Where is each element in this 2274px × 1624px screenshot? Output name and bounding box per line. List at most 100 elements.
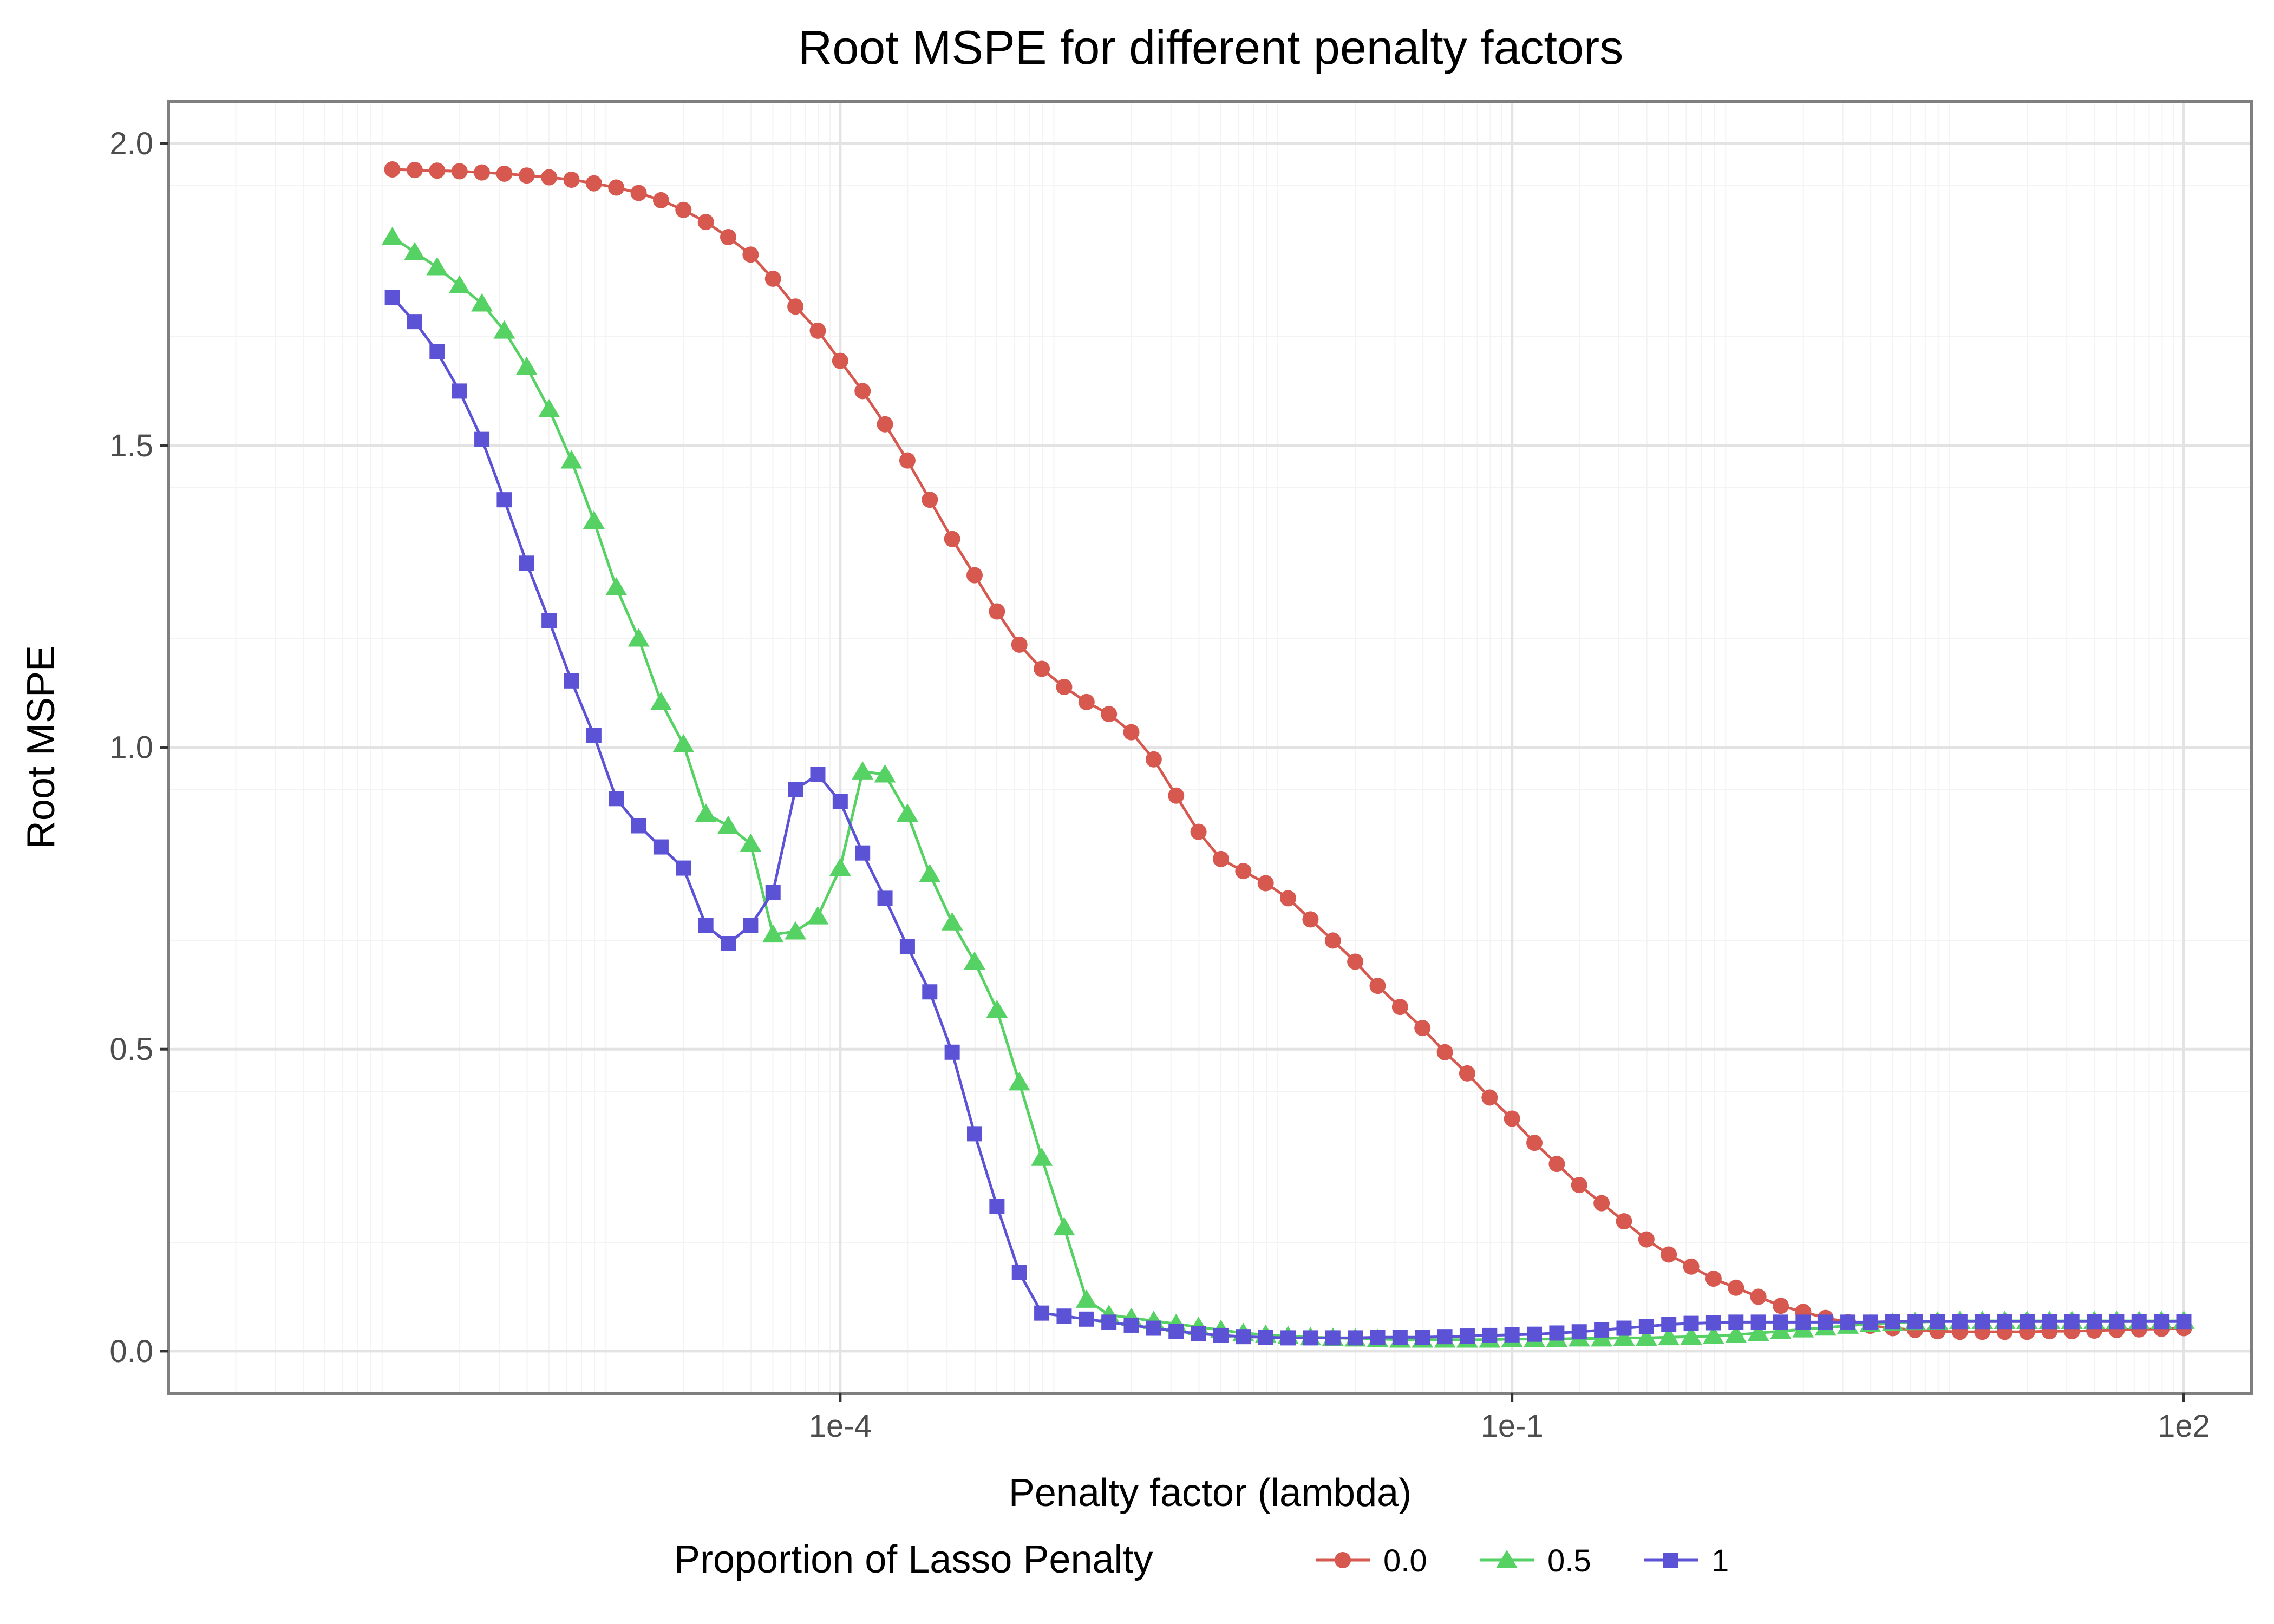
data-point (2064, 1314, 2080, 1330)
data-point (1885, 1314, 1900, 1330)
data-point (765, 885, 781, 900)
data-point (989, 1199, 1005, 1214)
data-point (1750, 1314, 1766, 1330)
series-line (392, 168, 2184, 1333)
x-tick-label: 1e-1 (1481, 1409, 1544, 1444)
data-point (652, 192, 669, 208)
series-0.0 (384, 161, 2192, 1340)
data-point (1459, 1065, 1475, 1082)
data-point (1526, 1135, 1543, 1151)
data-point (1008, 1072, 1030, 1091)
data-point (496, 492, 512, 508)
legend-marker (1335, 1552, 1351, 1568)
data-point (829, 857, 851, 876)
data-point (762, 924, 784, 943)
data-point (1459, 1328, 1475, 1344)
data-point (1549, 1325, 1565, 1341)
data-point (452, 383, 467, 399)
data-point (630, 185, 647, 201)
data-point (743, 918, 759, 933)
data-point (1706, 1315, 1721, 1331)
data-point (563, 172, 580, 188)
data-point (989, 603, 1005, 620)
y-axis: 0.0 0.5 1.0 1.5 2.0 (109, 126, 168, 1369)
data-point (1347, 953, 1364, 970)
legend-key-0.5: 0.5 (1480, 1543, 1591, 1579)
data-point (1571, 1324, 1587, 1340)
data-point (1658, 1327, 1680, 1346)
data-point (1145, 751, 1162, 768)
data-point (1683, 1315, 1699, 1331)
data-point (1795, 1314, 1811, 1330)
data-point (585, 175, 602, 192)
data-point (404, 241, 426, 260)
data-point (1571, 1177, 1587, 1194)
data-point (429, 162, 446, 179)
data-point (1930, 1314, 1945, 1330)
data-point (986, 999, 1008, 1018)
data-point (896, 803, 918, 822)
gridlines (168, 101, 2251, 1394)
data-point (1616, 1213, 1632, 1230)
data-point (1302, 911, 1319, 928)
legend-marker (1663, 1553, 1678, 1568)
series-line (391, 296, 2184, 1339)
data-point (1725, 1324, 1747, 1343)
data-point (1146, 1320, 1161, 1336)
data-point (855, 845, 871, 861)
data-point (1683, 1258, 1700, 1275)
data-point (384, 161, 401, 178)
data-point (451, 163, 468, 180)
data-point (1481, 1089, 1498, 1106)
data-point (1747, 1322, 1769, 1341)
data-point (1325, 1330, 1341, 1346)
data-point (720, 228, 737, 245)
data-point (1079, 1311, 1094, 1327)
chart-title: Root MSPE for different penalty factors (798, 21, 1623, 74)
legend-label: 0.5 (1547, 1543, 1591, 1579)
data-point (1818, 1314, 1833, 1330)
data-point (1728, 1314, 1744, 1330)
data-point (1034, 1305, 1050, 1321)
data-point (1702, 1326, 1724, 1344)
data-point (519, 555, 534, 571)
x-axis-title: Penalty factor (lambda) (1009, 1471, 1412, 1515)
legend-label: 1 (1711, 1543, 1729, 1579)
data-point (877, 890, 893, 906)
data-point (628, 628, 650, 647)
data-point (541, 169, 558, 186)
data-point (854, 383, 871, 400)
data-point (1661, 1317, 1677, 1332)
data-point (1235, 863, 1252, 880)
data-point (1053, 1217, 1075, 1236)
data-point (1593, 1195, 1610, 1212)
data-point (1705, 1271, 1722, 1287)
data-point (944, 1044, 960, 1060)
data-point (1482, 1327, 1498, 1343)
legend-key-0.0: 0.0 (1316, 1543, 1427, 1579)
data-point (1123, 1317, 1139, 1333)
x-tick-label: 1e2 (2158, 1409, 2210, 1444)
y-tick-label: 0.0 (109, 1334, 153, 1369)
data-point (1594, 1322, 1610, 1338)
y-tick-label: 0.5 (109, 1032, 153, 1067)
data-point (899, 452, 916, 469)
data-point (471, 293, 493, 312)
data-point (2154, 1314, 2170, 1330)
data-point (429, 344, 445, 359)
data-point (919, 863, 941, 882)
data-point (1280, 1330, 1296, 1346)
data-point (788, 782, 803, 797)
data-point (650, 691, 672, 710)
data-point (941, 912, 963, 931)
data-point (1168, 787, 1185, 804)
data-point (944, 531, 960, 547)
data-point (1078, 693, 1095, 710)
series-line (391, 235, 2184, 1341)
data-point (966, 1126, 982, 1142)
data-point (675, 201, 692, 218)
data-point (922, 492, 938, 508)
data-point (1212, 850, 1229, 867)
data-point (2131, 1314, 2147, 1330)
